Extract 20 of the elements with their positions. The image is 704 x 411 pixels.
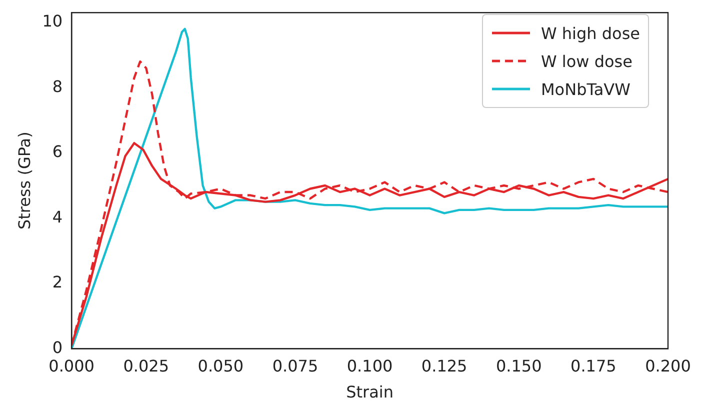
y-tick-label: 4 (52, 207, 63, 226)
x-tick-label: 0.000 (48, 356, 94, 376)
x-tick-label: 0.125 (421, 356, 468, 376)
y-axis-title: Stress (GPa) (14, 132, 34, 230)
x-tick-label: 0.075 (272, 356, 318, 376)
y-tick-label: 10 (42, 12, 63, 31)
y-tick-label: 0 (52, 338, 63, 357)
x-tick-label: 0.025 (123, 356, 170, 376)
x-tick-label: 0.150 (496, 356, 542, 376)
x-axis-title: Strain (346, 382, 394, 402)
x-tick-label: 0.175 (570, 356, 616, 376)
legend-label: MoNbTaVW (541, 80, 630, 98)
y-tick-label: 2 (52, 272, 63, 292)
y-tick-label: 6 (52, 142, 63, 162)
legend-label: W low dose (541, 52, 632, 70)
y-tick-label: 8 (52, 76, 63, 96)
x-tick-label: 0.050 (198, 356, 244, 376)
x-tick-label: 0.200 (645, 356, 691, 376)
x-tick-label: 0.100 (346, 356, 393, 376)
legend-label: W high dose (541, 24, 640, 42)
